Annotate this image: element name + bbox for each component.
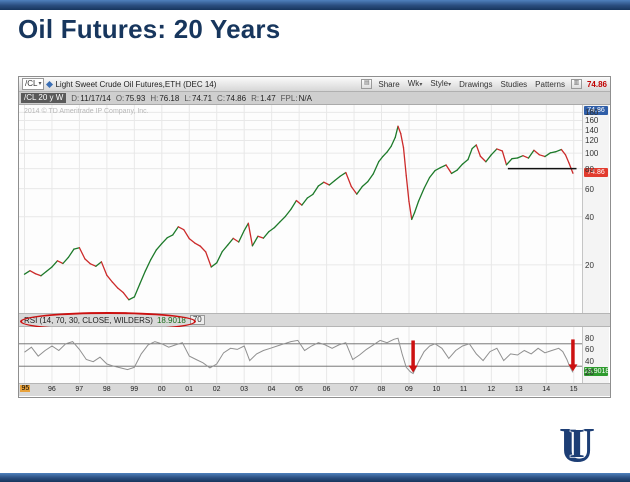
toolbar-button-studies[interactable]: Studies bbox=[500, 79, 528, 89]
bottom-accent-bar bbox=[0, 473, 630, 482]
rsi-study-header: RSI (14, 70, 30, CLOSE, WILDERS) 18.9018… bbox=[19, 312, 610, 331]
toolbar-button-patterns[interactable]: Patterns bbox=[535, 79, 565, 89]
x-axis-year-label: 05 bbox=[295, 386, 303, 393]
chevron-down-icon: ▾ bbox=[448, 81, 452, 88]
status-field-label: L: bbox=[184, 93, 192, 103]
price-axis-label: 20 bbox=[585, 260, 594, 270]
trading-platform-window: /CL ▾ Light Sweet Crude Oil Futures,ETH … bbox=[18, 76, 611, 398]
price-axis-label: 40 bbox=[585, 212, 594, 222]
price-axis-label: 160 bbox=[585, 116, 599, 126]
price-axis-label: 100 bbox=[585, 149, 599, 159]
rsi-axis-label: 40 bbox=[585, 356, 594, 366]
price-chart-panel[interactable]: 74.86 74.86 20 40 60 80 100 120 140 160 180 2014… bbox=[19, 105, 610, 314]
x-axis-year-label: 03 bbox=[240, 386, 248, 393]
x-axis-year-label: 98 bbox=[102, 386, 111, 393]
status-field-value: 74.71 bbox=[192, 93, 213, 103]
status-field-label: R: bbox=[251, 93, 260, 103]
status-field-value: 1.47 bbox=[260, 93, 276, 103]
page-title: Oil Futures: 20 Years bbox=[18, 14, 281, 44]
rsi-current-badge: 18.9018 bbox=[584, 367, 610, 377]
status-field-label: FPL: bbox=[280, 93, 298, 103]
x-axis-year-label: 97 bbox=[75, 386, 84, 393]
status-field-value: 76.18 bbox=[159, 93, 180, 103]
rsi-canvas bbox=[19, 327, 582, 383]
status-field: C:74.86 bbox=[217, 94, 246, 103]
x-axis-year-label: 96 bbox=[47, 386, 56, 393]
toolbar-button-share[interactable]: Share bbox=[378, 79, 400, 89]
toolbar-button-drawings[interactable]: Drawings bbox=[459, 79, 493, 89]
last-price-badge: 74.86 bbox=[584, 168, 608, 178]
rsi-axis-label: 80 bbox=[585, 334, 594, 344]
status-field-value: 74.86 bbox=[226, 93, 247, 103]
iu-logo-graphic: U I bbox=[559, 418, 595, 473]
instrument-icon bbox=[46, 80, 54, 88]
toolbar-button-wk[interactable]: Wk▾ bbox=[407, 78, 423, 88]
ohlc-readout: D:11/17/14 O:75.93 H:76.18 L:74.71 C:74.86 R:… bbox=[71, 94, 317, 103]
x-axis-year-label: 95 bbox=[20, 385, 31, 392]
rsi-study-label[interactable]: RSI (14, 70, 30, CLOSE, WILDERS) bbox=[24, 315, 153, 325]
timeframe-chip[interactable]: /CL 20 y W bbox=[21, 93, 67, 103]
status-field-label: C: bbox=[217, 93, 226, 103]
top-accent-bar bbox=[0, 0, 630, 10]
svg-text:I: I bbox=[569, 420, 585, 466]
time-axis: 95 96 97 98 99 00 01 02 03 04 05 06 07 08 09 10 11 12 13 14… bbox=[19, 384, 610, 396]
x-axis-year-label: 08 bbox=[377, 386, 386, 393]
toolbar-button-style[interactable]: Style▾ bbox=[430, 78, 452, 88]
status-field: D:11/17/14 bbox=[71, 94, 111, 103]
price-axis-label: 80 bbox=[585, 164, 594, 174]
status-field-label: O: bbox=[115, 93, 125, 103]
status-field-label: D: bbox=[71, 93, 80, 103]
rsi-study-value: 18.9018 bbox=[156, 315, 186, 325]
status-field-value: 75.93 bbox=[125, 93, 146, 103]
rsi-axis-label: 20 bbox=[585, 367, 594, 377]
chevron-down-icon: ▾ bbox=[38, 81, 42, 87]
symbol-input[interactable]: /CL ▾ bbox=[22, 78, 45, 90]
status-field: O:75.93 bbox=[116, 94, 145, 103]
svg-text:U: U bbox=[559, 418, 595, 468]
x-axis-year-label: 99 bbox=[130, 386, 139, 393]
chevron-down-icon: ▾ bbox=[419, 81, 423, 88]
grid-icon[interactable]: ▤ bbox=[361, 79, 373, 89]
chart-type-icon[interactable]: ▥ bbox=[570, 79, 582, 89]
status-field-value: 11/17/14 bbox=[80, 93, 111, 103]
instrument-title: Light Sweet Crude Oil Futures,ETH (DEC 1… bbox=[55, 79, 217, 89]
price-axis-label: 60 bbox=[585, 184, 594, 194]
x-axis-year-label: 01 bbox=[185, 386, 194, 393]
status-field-value: N/A bbox=[298, 93, 312, 103]
toolbar-button-group: ▤ Share Wk▾ Style▾ Drawings Studies Patterns ▥ bbox=[361, 79, 582, 90]
status-field: FPL:N/A bbox=[281, 94, 312, 103]
x-axis-year-label: 00 bbox=[157, 386, 166, 393]
status-field: L:74.71 bbox=[184, 94, 212, 103]
x-axis-year-label: 02 bbox=[212, 386, 221, 393]
price-axis-label: 180 bbox=[585, 108, 599, 118]
x-axis-year-label: 14 bbox=[542, 386, 551, 393]
x-axis-year-label: 04 bbox=[267, 386, 276, 393]
rsi-axis-label: 60 bbox=[585, 345, 594, 355]
status-field: H:76.18 bbox=[150, 94, 179, 103]
toolbar-last-price: 74.86 bbox=[586, 79, 607, 89]
x-axis-year-label: 12 bbox=[487, 386, 496, 393]
rsi-level-chip: 70 bbox=[189, 315, 205, 325]
price-axis-label: 120 bbox=[585, 136, 599, 146]
price-chart-canvas bbox=[19, 105, 582, 313]
status-field-label: H: bbox=[150, 93, 159, 103]
iu-logo: U I bbox=[550, 414, 604, 473]
x-axis-year-label: 07 bbox=[350, 386, 358, 393]
chart-toolbar: /CL ▾ Light Sweet Crude Oil Futures,ETH … bbox=[19, 77, 610, 92]
rsi-axis: 18.9018 20 40 60 80 bbox=[582, 327, 609, 383]
symbol-value: /CL bbox=[25, 79, 38, 88]
price-axis-label: 140 bbox=[585, 125, 599, 135]
x-axis-year-label: 06 bbox=[322, 386, 331, 393]
x-axis-year-label: 10 bbox=[432, 386, 441, 393]
rsi-panel[interactable]: 18.9018 20 40 60 80 bbox=[19, 327, 610, 384]
x-axis-year-label: 11 bbox=[459, 386, 468, 393]
x-axis-year-label: 13 bbox=[514, 386, 523, 393]
td-ameritrade-watermark: 2014 © TD Ameritrade IP Company, Inc. bbox=[24, 108, 149, 115]
x-axis-year-label: 09 bbox=[404, 386, 413, 393]
x-axis-year-label: 15 bbox=[569, 386, 578, 393]
chart-statusbar: /CL 20 y W D:11/17/14 O:75.93 H:76.18 L:74.… bbox=[19, 92, 610, 105]
price-axis: 74.86 74.86 20 40 60 80 100 120 140 160 180 bbox=[582, 105, 609, 313]
top-price-badge: 74.86 bbox=[584, 106, 608, 115]
status-field: R:1.47 bbox=[251, 94, 276, 103]
